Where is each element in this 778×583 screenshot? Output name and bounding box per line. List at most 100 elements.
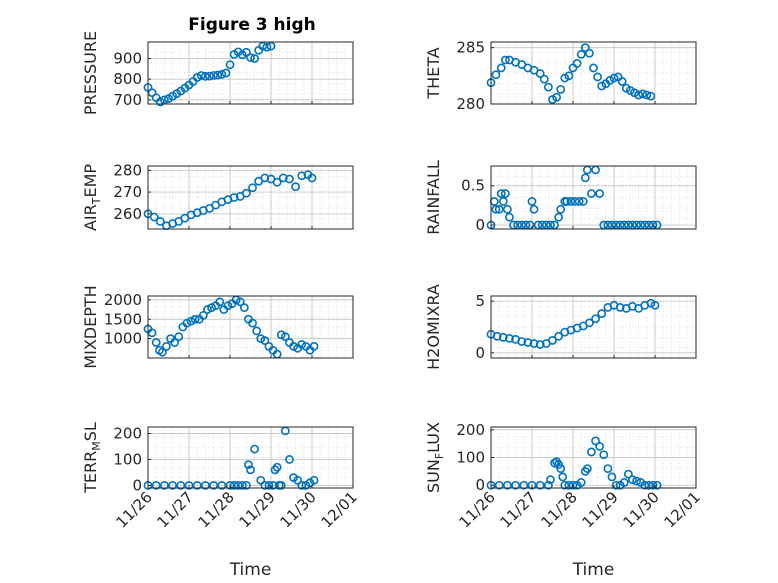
axes-box <box>147 295 354 359</box>
data-point <box>244 460 253 470</box>
data-point <box>260 173 270 183</box>
x-tick-label: 11/30 <box>620 488 663 531</box>
data-point <box>151 481 161 490</box>
data-point <box>500 55 510 65</box>
data-point <box>264 481 274 490</box>
y-tick-label: 260 <box>113 205 142 223</box>
data-point <box>652 480 662 490</box>
data-point <box>623 469 633 479</box>
y-tick-label: 0 <box>475 344 485 362</box>
data-point <box>552 92 561 102</box>
data-point <box>213 70 223 80</box>
data-point <box>157 347 167 357</box>
data-point <box>235 297 245 307</box>
data-point <box>297 171 307 181</box>
axes-box <box>490 41 697 105</box>
data-point <box>523 338 533 347</box>
x-tick-label: 11/26 <box>113 488 156 531</box>
data-point <box>535 340 545 349</box>
data-point <box>205 71 214 81</box>
data-point <box>200 481 210 490</box>
data-point <box>241 481 251 490</box>
data-point <box>646 91 656 101</box>
data-point <box>209 71 218 80</box>
data-point <box>535 480 545 490</box>
data-point <box>632 476 641 486</box>
data-point <box>496 63 506 73</box>
y-axis-label: PRESSURE <box>81 31 100 115</box>
data-point <box>603 464 613 473</box>
data-point <box>297 481 307 490</box>
data-point <box>225 60 235 70</box>
y-tick-label: 5 <box>475 292 485 310</box>
data-point <box>190 314 200 324</box>
x-axis-label: Time <box>229 560 272 580</box>
data-point <box>572 59 582 68</box>
data-point <box>502 204 512 214</box>
axes-box <box>490 295 697 359</box>
x-tick-label: 11/30 <box>277 488 320 531</box>
data-point <box>619 478 629 487</box>
x-tick-label: 11/28 <box>195 488 238 531</box>
data-point <box>307 173 317 183</box>
data-point <box>535 69 545 78</box>
data-point <box>276 481 286 490</box>
data-point <box>203 305 212 314</box>
data-point <box>546 475 555 485</box>
data-point <box>250 444 259 454</box>
y-tick-label: 100 <box>113 450 142 468</box>
data-point <box>585 48 594 58</box>
data-point <box>554 212 564 222</box>
data-point <box>229 193 239 202</box>
data-point <box>207 303 216 313</box>
data-point <box>491 70 501 80</box>
data-point <box>640 480 650 490</box>
data-point <box>505 212 514 222</box>
data-point <box>221 68 231 78</box>
data-point <box>162 341 171 351</box>
subplot-air-temp: 260 270 280 AIRTEMP <box>81 161 354 231</box>
subplot-sun-flux: 0 100 200 SUNFLUX 11/2611/2711/2811/2911/301… <box>424 421 704 580</box>
y-tick-label: 270 <box>113 183 142 201</box>
data-point <box>585 318 594 328</box>
data-point <box>589 63 598 73</box>
data-point <box>225 481 235 490</box>
data-point <box>489 197 499 206</box>
data-point <box>268 481 278 490</box>
y-axis-label: RAINFALL <box>424 160 443 235</box>
data-point <box>276 330 286 340</box>
data-point <box>496 189 506 198</box>
data-point <box>155 216 165 226</box>
data-point <box>544 82 553 92</box>
data-point <box>176 481 186 490</box>
data-point <box>511 480 520 490</box>
data-point <box>558 472 568 482</box>
data-point <box>237 481 247 490</box>
data-point <box>291 182 300 192</box>
data-point <box>568 480 578 490</box>
data-point <box>500 189 510 198</box>
data-point <box>217 481 227 490</box>
data-point <box>159 481 169 490</box>
data-point <box>554 460 564 469</box>
data-point <box>578 197 588 206</box>
data-point <box>564 71 574 81</box>
y-axis-label: SUNFLUX <box>424 422 446 493</box>
data-point <box>260 481 270 490</box>
data-point <box>149 212 159 222</box>
data-point <box>638 89 648 99</box>
data-point <box>309 341 319 351</box>
data-point <box>544 480 553 490</box>
data-point <box>607 472 617 482</box>
data-point <box>246 465 255 475</box>
data-point <box>280 332 290 342</box>
data-point <box>502 480 512 490</box>
data-point <box>272 462 282 472</box>
data-point <box>556 464 566 473</box>
data-point <box>233 481 243 490</box>
data-point <box>593 72 602 82</box>
data-point <box>505 333 514 343</box>
data-point <box>217 70 227 79</box>
y-axis-label: MIXDEPTH <box>81 285 100 368</box>
